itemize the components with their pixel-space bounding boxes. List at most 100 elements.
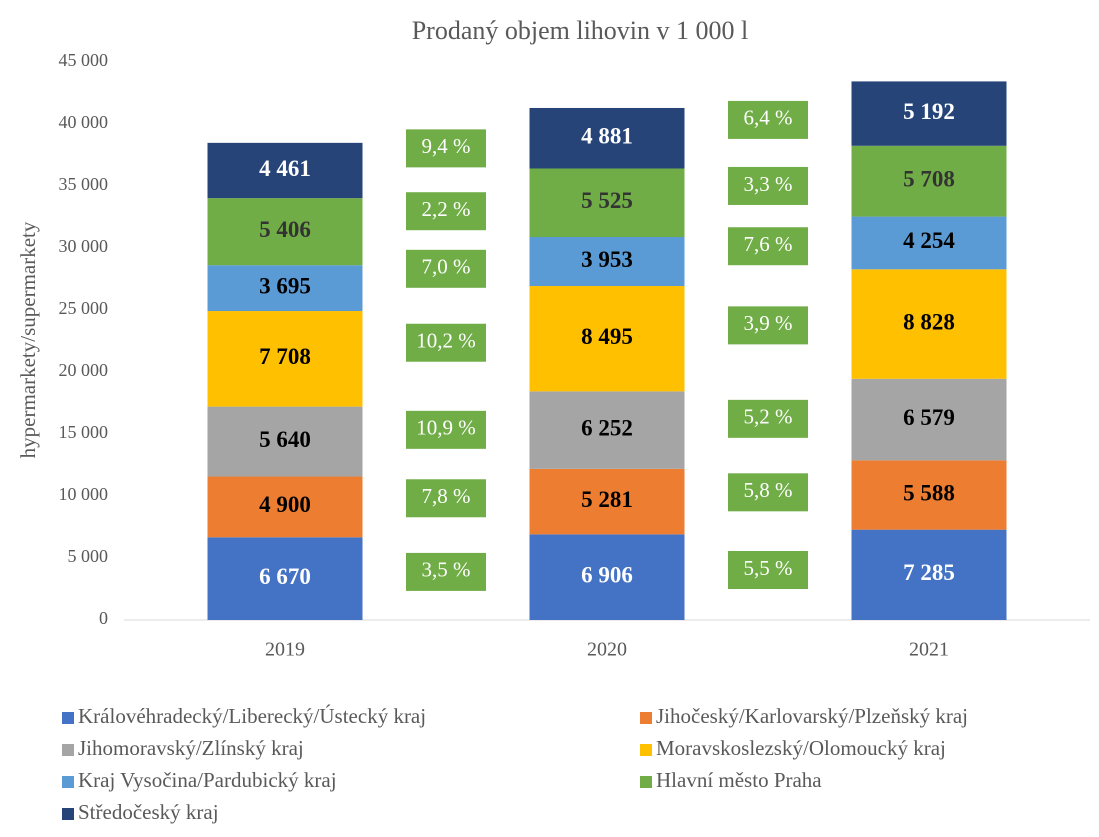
value-label: 3 695 [259, 273, 311, 298]
value-label: 5 406 [259, 217, 311, 242]
growth-box [406, 479, 486, 518]
bar-segment [207, 142, 363, 199]
value-label: 6 579 [903, 405, 955, 430]
growth-label: 3,3 % [744, 172, 793, 196]
x-tick-label: 2019 [265, 639, 305, 661]
value-label: 6 906 [581, 562, 633, 587]
y-tick-label: 15 000 [59, 422, 109, 442]
growth-box [728, 306, 808, 345]
growth-box [728, 100, 808, 139]
y-tick-label: 0 [99, 608, 108, 628]
bar-segment [529, 107, 685, 169]
value-label: 5 192 [903, 99, 955, 124]
legend-swatch [62, 808, 74, 820]
bar-segment [529, 468, 685, 535]
growth-label: 5,8 % [744, 478, 793, 502]
x-tick-label: 2021 [909, 639, 949, 661]
growth-label: 3,9 % [744, 311, 793, 335]
growth-label: 7,6 % [744, 232, 793, 256]
legend-swatch [62, 776, 74, 788]
value-label: 8 828 [903, 309, 955, 334]
bar-segment [851, 269, 1007, 379]
bar-segment [529, 168, 685, 238]
legend-swatch [62, 744, 74, 756]
x-tick-label: 2020 [587, 639, 627, 661]
growth-label: 5,2 % [744, 405, 793, 429]
value-label: 6 252 [581, 415, 633, 440]
bar-segment [529, 237, 685, 287]
bar-segment [851, 216, 1007, 270]
y-tick-label: 35 000 [59, 174, 109, 194]
growth-label: 10,9 % [416, 416, 476, 440]
bar-segment [529, 534, 685, 620]
value-label: 4 254 [903, 228, 955, 253]
bar-segment [529, 391, 685, 469]
growth-label: 2,2 % [422, 197, 471, 221]
chart-title: Prodaný objem lihovin v 1 000 l [412, 16, 749, 45]
growth-box [406, 323, 486, 362]
value-label: 4 881 [581, 124, 633, 149]
legend-label: Hlavní město Praha [656, 768, 822, 792]
growth-box [728, 227, 808, 266]
legend-swatch [62, 712, 74, 724]
y-tick-label: 10 000 [59, 484, 109, 504]
growth-box [728, 473, 808, 512]
bar-segment [207, 198, 363, 266]
y-axis-label: hypermarkety/supermarkety [16, 221, 40, 458]
value-label: 5 281 [581, 487, 633, 512]
bar-segment [207, 476, 363, 538]
bar-segment [207, 537, 363, 620]
value-label: 5 640 [259, 427, 311, 452]
y-tick-label: 5 000 [68, 546, 109, 566]
value-label: 6 670 [259, 564, 311, 589]
growth-label: 7,0 % [422, 255, 471, 279]
growth-box [406, 249, 486, 288]
growth-label: 6,4 % [744, 106, 793, 130]
growth-box [406, 410, 486, 449]
bar-segment [851, 460, 1007, 530]
bar-segment [207, 265, 363, 312]
y-tick-label: 25 000 [59, 298, 109, 318]
value-label: 7 285 [903, 560, 955, 585]
value-label: 5 588 [903, 480, 955, 505]
bar-segment [207, 311, 363, 407]
legend-swatch [640, 744, 652, 756]
growth-label: 7,8 % [422, 484, 471, 508]
growth-label: 5,5 % [744, 556, 793, 580]
value-label: 4 900 [259, 492, 311, 517]
legend-label: Středočeský kraj [78, 800, 219, 824]
value-label: 3 953 [581, 247, 633, 272]
growth-label: 10,2 % [416, 329, 476, 353]
legend-label: Kraj Vysočina/Pardubický kraj [78, 768, 337, 792]
y-tick-label: 30 000 [59, 236, 109, 256]
y-tick-label: 20 000 [59, 360, 109, 380]
value-label: 5 525 [581, 188, 633, 213]
legend-label: Jihočeský/Karlovarský/Plzeňský kraj [656, 704, 968, 728]
legend-label: Jihomoravský/Zlínský kraj [78, 736, 304, 760]
value-label: 8 495 [581, 324, 633, 349]
value-label: 5 708 [903, 166, 955, 191]
bar-segment [851, 529, 1007, 620]
growth-label: 3,5 % [422, 558, 471, 582]
bar-segment [207, 406, 363, 477]
bar-segment [851, 145, 1007, 217]
bar-segment [851, 81, 1007, 146]
growth-box [728, 399, 808, 438]
legend-swatch [640, 712, 652, 724]
bar-segment [851, 378, 1007, 461]
growth-box [406, 192, 486, 231]
legend-swatch [640, 776, 652, 788]
legend-label: Královéhradecký/Liberecký/Ústecký kraj [78, 704, 426, 728]
growth-box [406, 552, 486, 591]
legend-label: Moravskoslezský/Olomoucký kraj [656, 736, 946, 760]
value-label: 7 708 [259, 344, 311, 369]
growth-box [406, 129, 486, 168]
bar-segment [529, 286, 685, 392]
growth-label: 9,4 % [422, 134, 471, 158]
growth-box [728, 551, 808, 590]
y-tick-label: 45 000 [59, 50, 109, 70]
value-label: 4 461 [259, 156, 311, 181]
y-tick-label: 40 000 [59, 112, 109, 132]
growth-box [728, 166, 808, 205]
